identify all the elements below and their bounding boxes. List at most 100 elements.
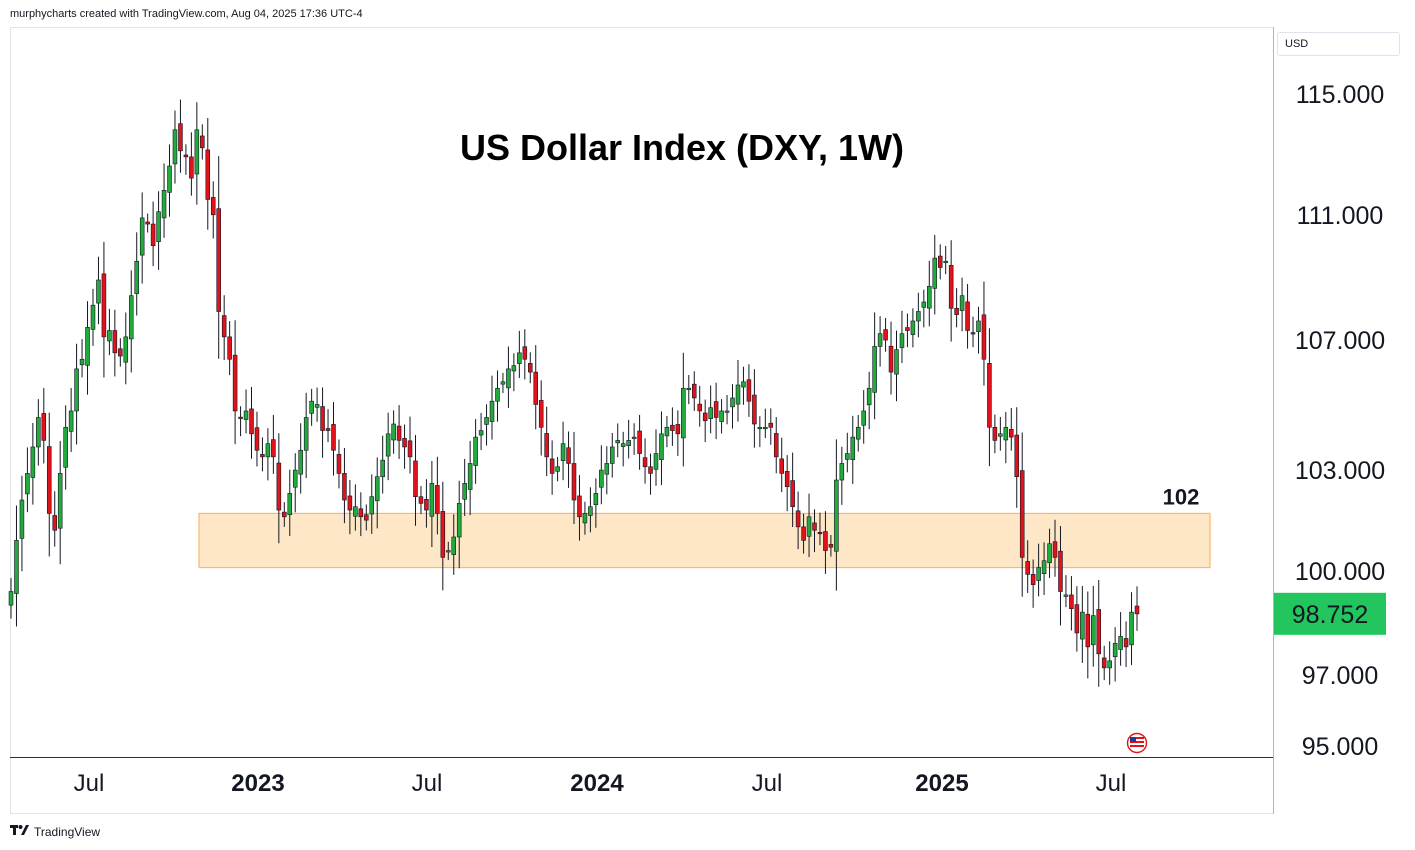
candle [670,407,675,446]
candle [424,479,429,528]
candle [992,414,998,454]
candle [385,412,391,481]
support-zone-layer: 102 [198,484,1211,569]
candle-body-up [517,352,522,364]
candle-body-down [533,371,539,405]
candle [937,244,943,280]
footer: TradingView [10,824,100,839]
price-tick-label: 107.000 [1295,327,1385,355]
candle [888,321,894,395]
candle [828,534,834,557]
chart-frame [10,27,1273,814]
candle-body-down [210,197,216,216]
candle [1003,412,1009,464]
candle-body-up [243,410,249,420]
candle-body-up [943,260,948,264]
candle [374,457,380,529]
candle [1096,580,1102,687]
time-tick-label: 2024 [570,770,624,797]
candle-body-up [681,387,686,439]
candle-body-up [506,368,511,389]
candle-body-down [358,508,364,518]
candle-body-down [697,403,702,412]
candle-body-down [342,473,347,501]
candle-body-down [1030,574,1036,585]
candle [325,409,331,443]
candle [609,433,615,478]
candle-body-down [413,460,418,497]
candle [221,295,227,361]
candle [637,414,642,470]
candle [314,387,320,422]
candle [932,234,938,315]
candle-body-up [1112,643,1118,658]
candle-body-up [167,165,172,193]
candle-body-up [593,493,599,505]
candle [298,423,303,494]
candle [834,439,839,591]
candle [456,480,462,569]
candle [784,455,790,512]
candle-body-up [850,436,856,461]
candle-body-down [216,208,221,312]
candle [380,435,385,494]
candle-body-up [36,417,41,448]
candle [41,388,47,464]
candle-body-up [708,407,713,419]
candle-body-up [604,463,610,475]
candle [128,270,134,373]
candle [823,511,828,574]
candle [232,320,238,445]
candle-body-down [112,330,118,354]
candle [342,447,347,524]
candle-body-down [522,346,528,360]
candle-body-down [331,424,336,451]
candle-body-up [380,459,385,478]
candle [593,478,599,528]
candle-body-down [52,515,57,531]
candle [642,438,648,484]
candle [292,453,298,513]
price-tick-label: 115.000 [1296,81,1385,109]
candle-body-down [670,424,675,431]
candle-body-up [1091,615,1096,646]
candle-body-up [927,285,932,309]
candle [916,292,921,338]
candle-body-up [899,333,905,348]
currency-selector[interactable]: USD [1277,32,1400,56]
candle-body-down [282,511,287,518]
candle-body-up [139,217,145,256]
candle [1041,542,1047,596]
candle [604,446,610,495]
price-axis-divider [1273,27,1274,814]
candle [74,343,79,445]
candle [1063,575,1069,608]
candle-body-up [495,387,500,402]
candle [970,316,976,348]
flag-icon [1126,732,1148,754]
candle [1025,540,1030,593]
candle-body-down [784,471,790,487]
candle [167,144,172,217]
candle [227,321,232,376]
candle [927,260,932,327]
candle-body-up [298,449,303,475]
candle-body-up [861,410,866,426]
candle [46,412,52,557]
candle-body-down [118,348,123,357]
candle [757,416,763,448]
candle-body-up [1063,594,1069,597]
candle-body-up [1129,611,1134,646]
candle [861,390,866,444]
candle [134,232,139,316]
candle-body-up [57,473,63,529]
candle [347,480,353,535]
candle [746,364,752,417]
candle-body-up [1080,611,1085,640]
candle [189,132,194,196]
time-axis-line [10,757,1273,758]
candle [210,181,216,239]
candle [282,502,287,527]
candle-body-down [227,336,232,360]
